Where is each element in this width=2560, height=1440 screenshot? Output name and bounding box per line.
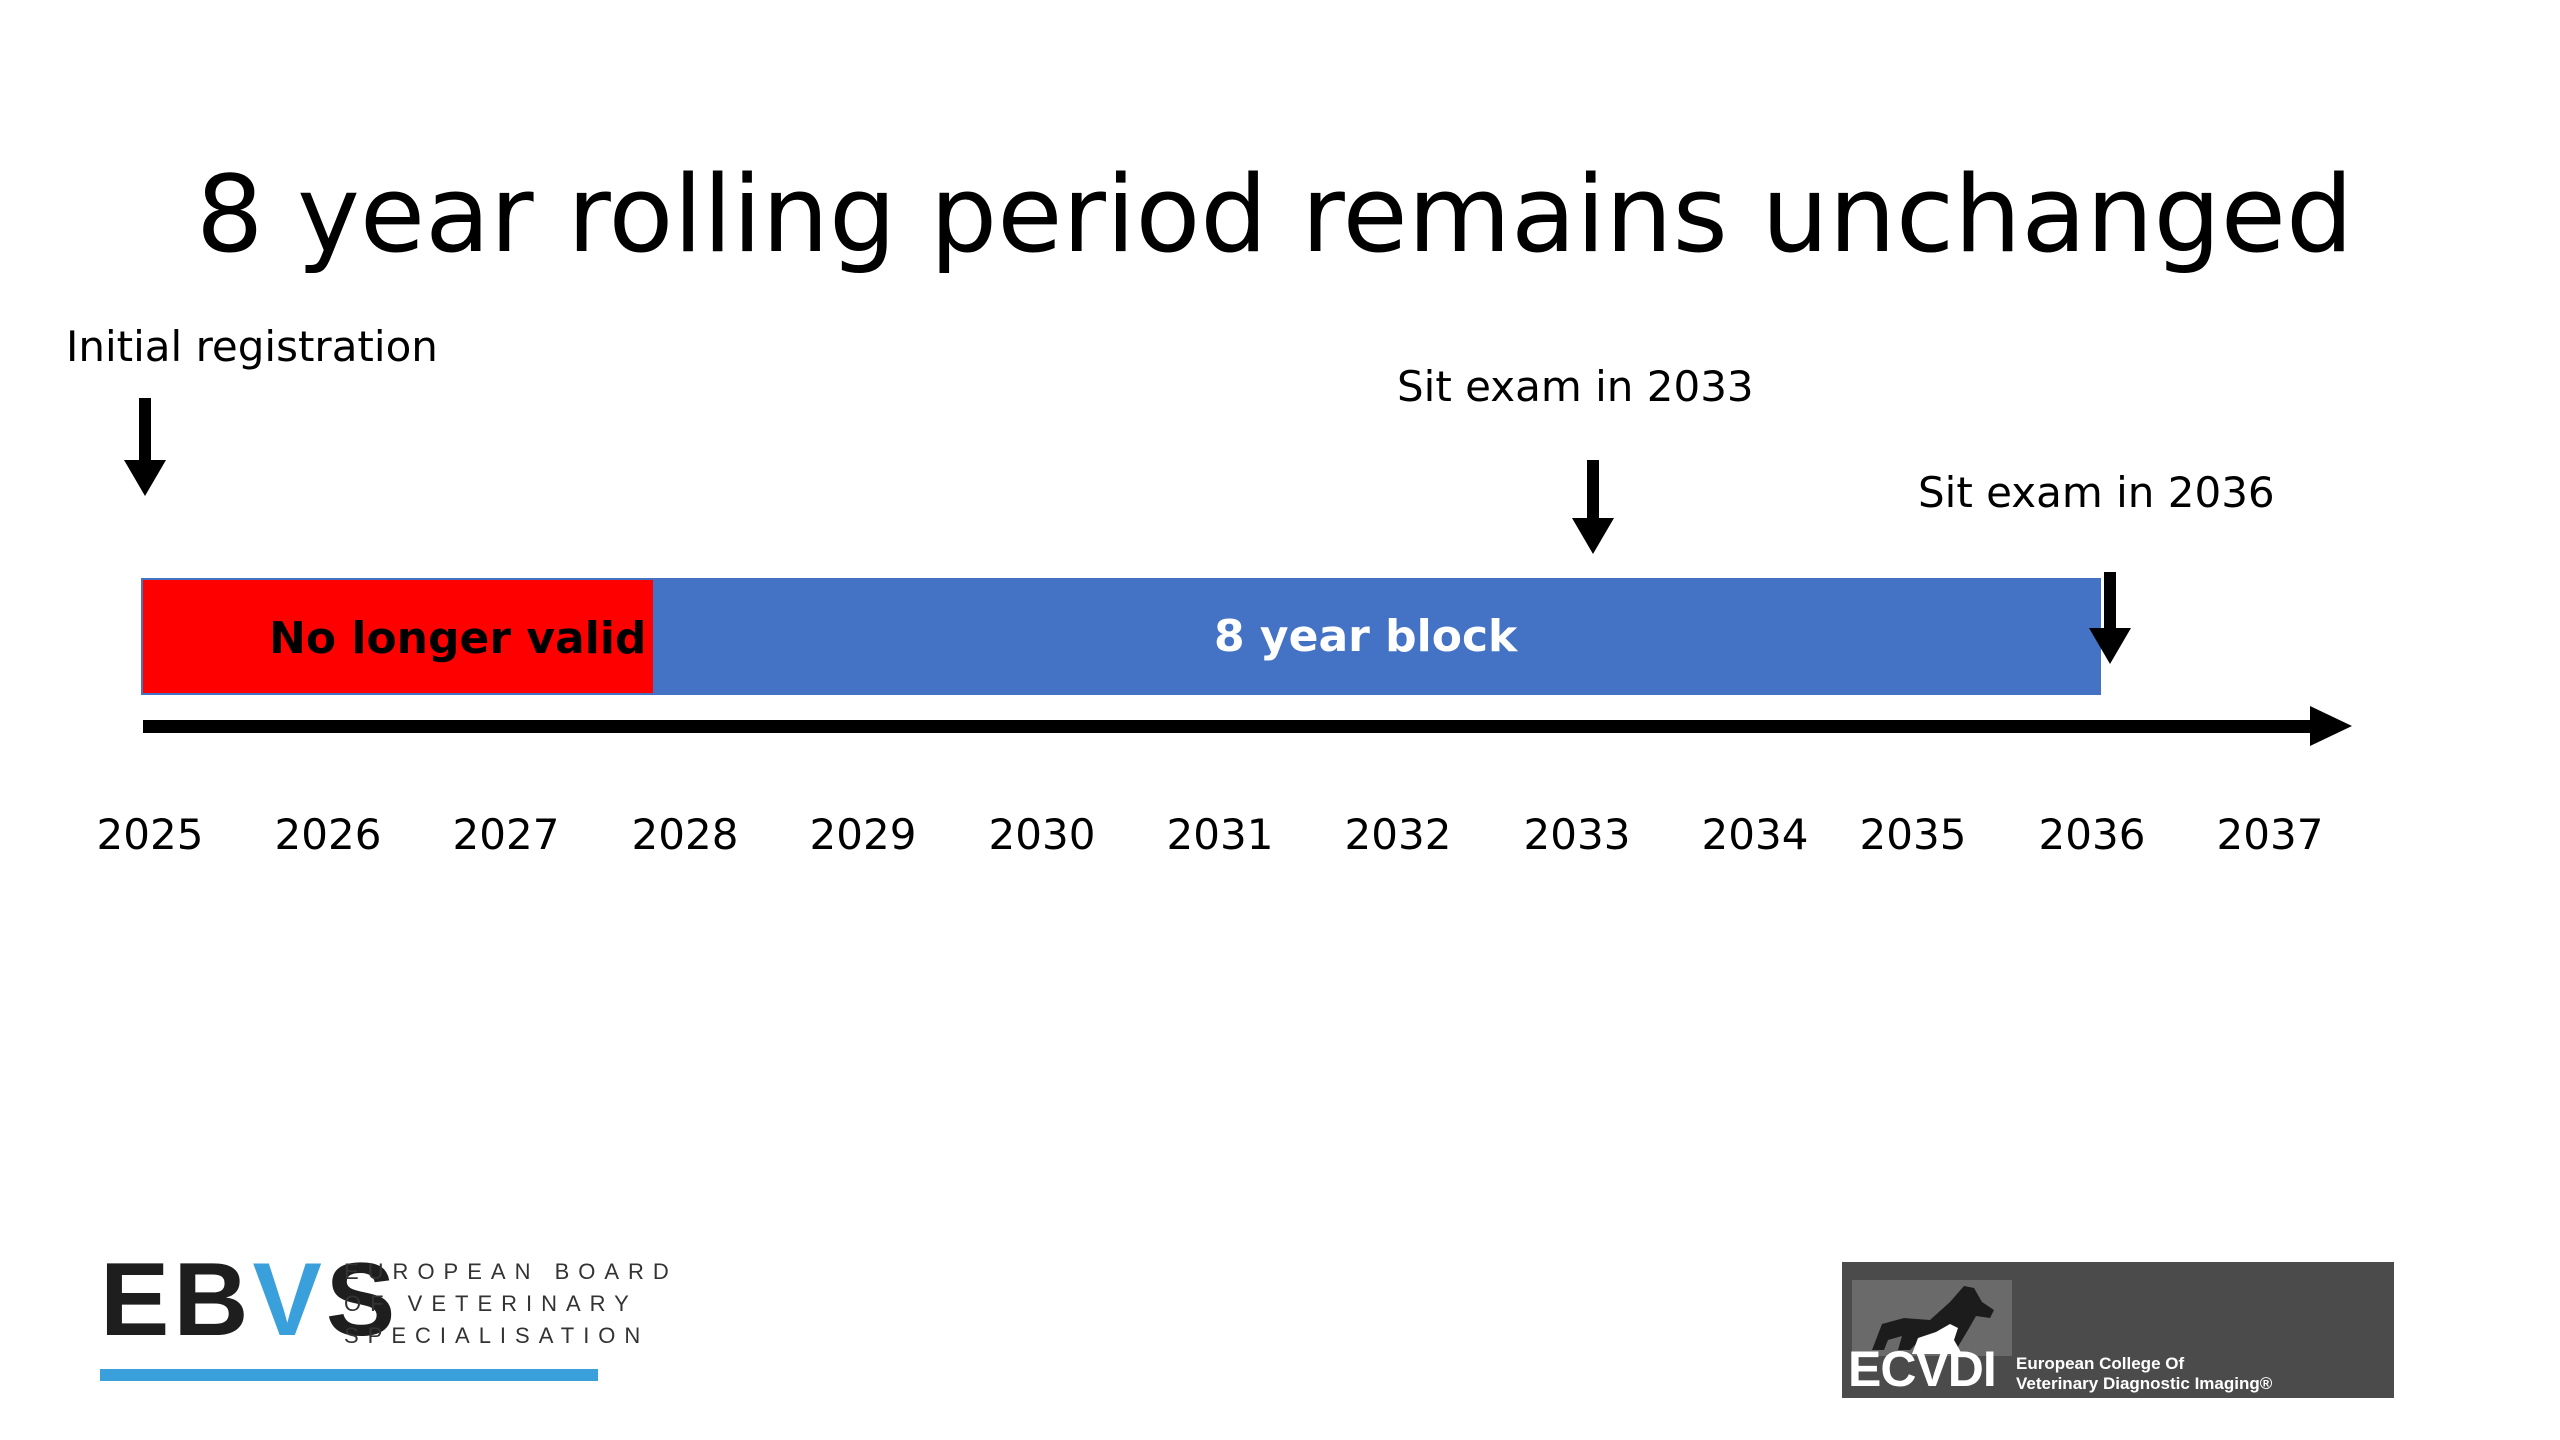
ebvs-line-2: OF VETERINARY	[344, 1291, 638, 1316]
ecvdi-animal-silhouette-icon	[1852, 1280, 2012, 1356]
initial-registration-arrow-icon	[124, 398, 166, 496]
year-label: 2026	[274, 810, 382, 859]
year-label: 2035	[1859, 810, 1967, 859]
ecvdi-name: ECVDI	[1848, 1341, 1997, 1397]
sit-exam-2036-arrow-icon	[2089, 572, 2131, 664]
timeline-arrowhead-icon	[2310, 706, 2352, 746]
initial-registration-label: Initial registration	[66, 322, 438, 371]
year-label: 2032	[1344, 810, 1452, 859]
eight-year-block-label: 8 year block	[1214, 611, 1518, 662]
timeline-axis	[143, 720, 2313, 733]
sit-exam-2033-label: Sit exam in 2033	[1397, 362, 1754, 411]
year-label: 2028	[631, 810, 739, 859]
ecvdi-logo: ECVDI European College Of Veterinary Dia…	[1842, 1262, 2394, 1398]
year-label: 2030	[988, 810, 1096, 859]
sit-exam-2033-arrow-icon	[1572, 460, 1614, 554]
ebvs-line-3: SPECIALISATION	[344, 1323, 650, 1348]
year-label: 2037	[2216, 810, 2324, 859]
year-label: 2036	[2038, 810, 2146, 859]
ecvdi-line-1: European College Of	[2016, 1354, 2185, 1373]
year-label: 2031	[1166, 810, 1274, 859]
sit-exam-2036-label: Sit exam in 2036	[1918, 468, 2275, 517]
ebvs-v-letter: V	[252, 1242, 326, 1358]
no-longer-valid-label: No longer valid	[269, 613, 647, 664]
year-label: 2033	[1523, 810, 1631, 859]
slide-title: 8 year rolling period remains unchanged	[196, 153, 2354, 276]
ebvs-logo: EBVS EUROPEAN BOARD OF VETERINARY SPECIA…	[100, 1242, 669, 1385]
year-label: 2034	[1701, 810, 1809, 859]
ecvdi-line-2: Veterinary Diagnostic Imaging®	[2016, 1374, 2273, 1393]
no-longer-valid-bar: No longer valid	[141, 578, 655, 695]
ebvs-underline	[100, 1369, 598, 1381]
ebvs-logo-letters: EBVS	[100, 1242, 400, 1358]
ebvs-line-1: EUROPEAN BOARD	[344, 1259, 678, 1284]
year-label: 2027	[452, 810, 560, 859]
year-label: 2025	[96, 810, 204, 859]
year-label: 2029	[809, 810, 917, 859]
eight-year-block-bar: 8 year block	[655, 578, 2101, 695]
